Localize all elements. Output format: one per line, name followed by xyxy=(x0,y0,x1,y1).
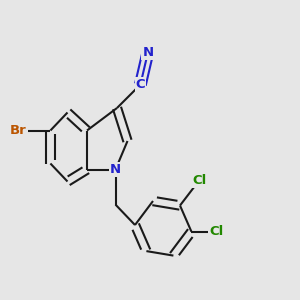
Text: Br: Br xyxy=(10,124,27,137)
Text: N: N xyxy=(110,163,121,176)
Text: Cl: Cl xyxy=(192,173,207,187)
Text: C: C xyxy=(136,78,145,91)
Text: N: N xyxy=(142,46,154,59)
Text: Cl: Cl xyxy=(209,225,223,238)
